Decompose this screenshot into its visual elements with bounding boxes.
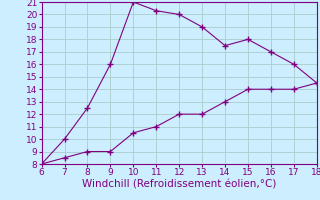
X-axis label: Windchill (Refroidissement éolien,°C): Windchill (Refroidissement éolien,°C) [82, 180, 276, 190]
